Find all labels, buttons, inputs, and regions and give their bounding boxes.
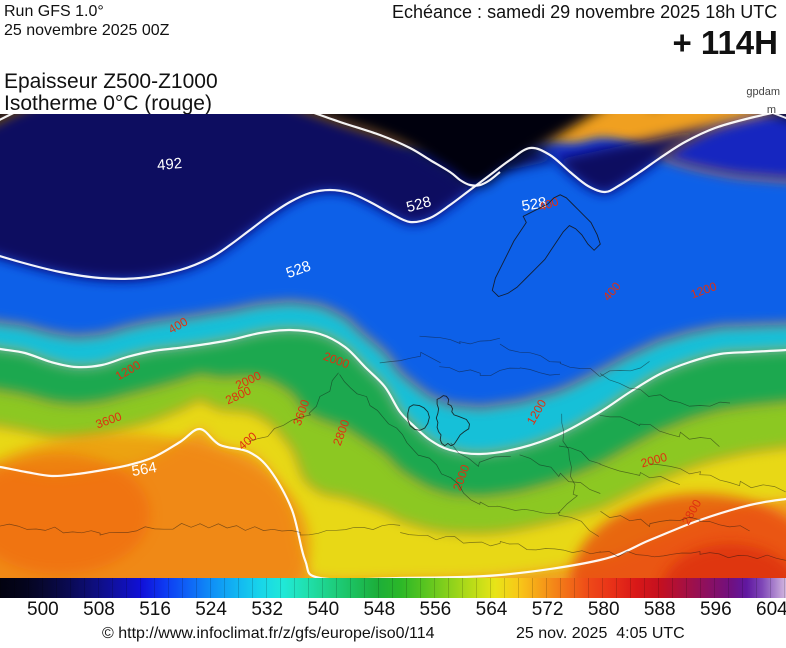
- svg-text:492: 492: [156, 155, 182, 174]
